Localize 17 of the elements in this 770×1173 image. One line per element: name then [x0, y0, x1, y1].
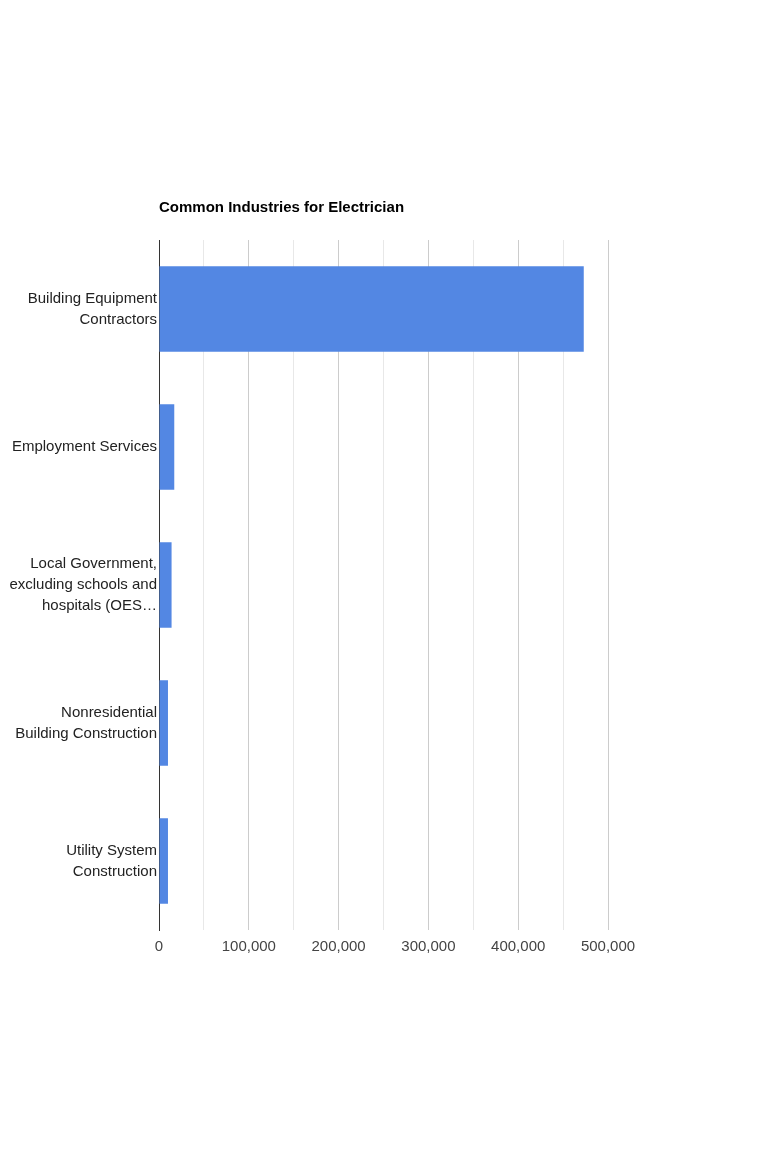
bar [159, 542, 172, 628]
bar [159, 680, 168, 766]
x-tick-label: 200,000 [311, 937, 366, 955]
bar [159, 266, 584, 352]
bar [159, 404, 175, 490]
y-tick-label: Employment Services [11, 437, 157, 455]
x-tick-label: 500,000 [580, 937, 636, 955]
chart-title: Common Industries for Electrician [159, 198, 405, 215]
x-tick-label: 0 [154, 937, 164, 955]
y-tick-label: Local Government, excluding schools and hospitals (OES… [9, 554, 157, 614]
x-tick-label: 300,000 [401, 937, 456, 955]
x-tick-label: 100,000 [221, 937, 276, 955]
y-tick-label: Utility System Construction [66, 840, 157, 879]
y-tick-label: Building Equipment Contractors [27, 288, 158, 327]
y-tick-label: Nonresidential Building Construction [15, 702, 157, 741]
bar [159, 818, 168, 904]
x-tick-label: 400,000 [491, 937, 546, 955]
